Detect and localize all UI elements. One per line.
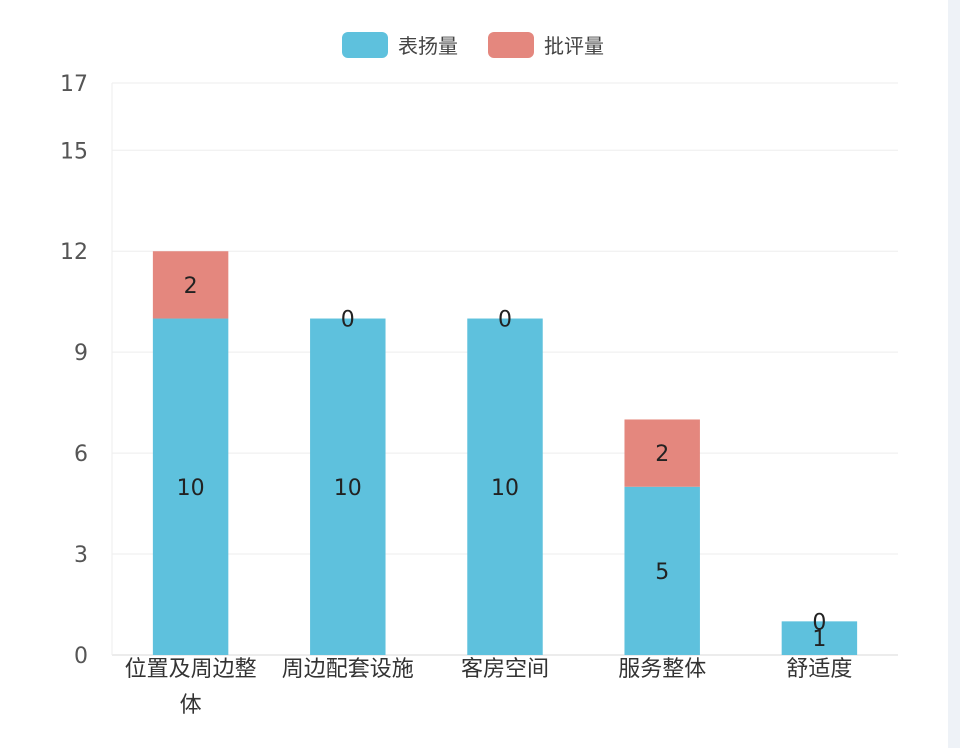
bars xyxy=(152,251,858,655)
bar-批评量-3 xyxy=(624,419,700,487)
x-tick-label: 舒适度 xyxy=(786,657,852,682)
y-tick-label: 3 xyxy=(74,543,88,568)
y-tick-label: 6 xyxy=(74,442,88,467)
data-label: 10 xyxy=(491,476,519,501)
y-tick-label: 15 xyxy=(60,139,88,164)
data-label: 1 xyxy=(812,627,826,652)
legend-swatch-1 xyxy=(488,32,534,58)
bar-表扬量-4 xyxy=(781,621,858,655)
bar-表扬量-3 xyxy=(624,486,700,655)
y-tick-label: 12 xyxy=(60,240,88,265)
data-label: 2 xyxy=(184,274,198,299)
x-tick-label: 位置及周边整 xyxy=(125,657,257,682)
bar-批评量-0 xyxy=(152,251,229,319)
data-label: 2 xyxy=(655,442,669,467)
data-label: 0 xyxy=(341,308,355,333)
legend-label: 表扬量 xyxy=(398,34,458,58)
bar-表扬量-1 xyxy=(310,318,386,655)
data-label: 5 xyxy=(655,560,669,585)
data-label: 10 xyxy=(177,476,205,501)
x-tick-label: 体 xyxy=(180,693,202,718)
x-tick-label: 服务整体 xyxy=(618,657,706,682)
bar-表扬量-2 xyxy=(467,318,543,655)
data-label: 10 xyxy=(334,476,362,501)
x-tick-label: 客房空间 xyxy=(461,657,549,682)
bar-表扬量-0 xyxy=(152,318,229,655)
y-tick-label: 9 xyxy=(74,341,88,366)
y-axis: 0 3 6 9 12 15 17 xyxy=(60,72,88,669)
y-tick-label: 17 xyxy=(60,72,88,97)
legend: 表扬量 批评量 xyxy=(342,32,604,58)
legend-swatch-0 xyxy=(342,32,388,58)
data-label: 0 xyxy=(812,610,826,635)
legend-label: 批评量 xyxy=(544,34,604,58)
y-tick-label: 0 xyxy=(74,644,88,669)
x-tick-label: 周边配套设施 xyxy=(282,657,414,682)
data-label: 0 xyxy=(498,308,512,333)
